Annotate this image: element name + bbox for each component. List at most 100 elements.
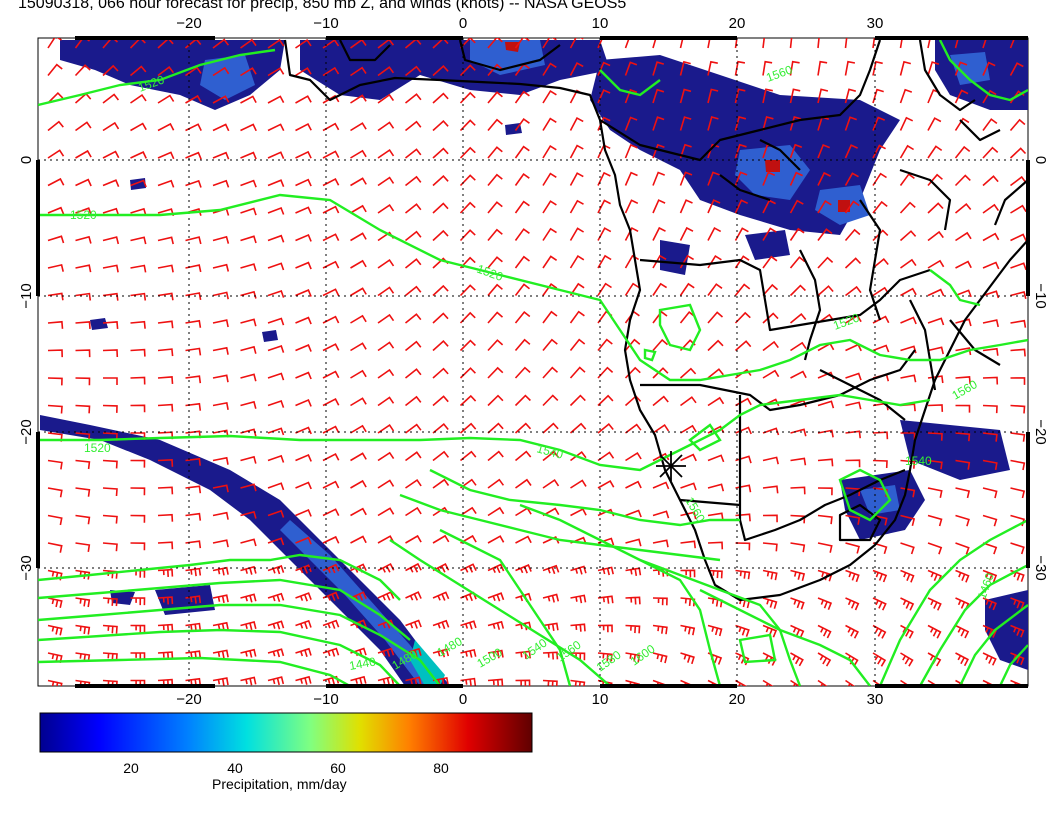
wind-barb — [707, 512, 724, 521]
wind-barb — [185, 402, 202, 411]
height-contours — [38, 39, 1028, 686]
wind-barb — [734, 116, 747, 131]
wind-barb — [899, 60, 911, 76]
wind-barb — [817, 652, 832, 667]
wind-barb — [817, 256, 834, 269]
wind-barb — [322, 508, 340, 517]
wind-barb — [679, 116, 692, 131]
wind-barb — [322, 38, 340, 49]
wind-barb — [185, 123, 202, 132]
wind-barb — [130, 459, 146, 468]
wind-barb — [102, 236, 120, 245]
wind-barb — [322, 647, 340, 657]
wind-barb — [240, 621, 257, 631]
wind-barb — [542, 172, 557, 186]
wind-barb — [954, 174, 971, 187]
wind-barb — [47, 597, 63, 608]
wind-barb — [350, 149, 367, 159]
wind-barb — [75, 292, 92, 301]
wind-barb — [790, 679, 801, 686]
wind-barb — [267, 179, 285, 187]
wind-barb — [570, 594, 587, 604]
wind-barb — [185, 236, 202, 245]
wind-barb — [652, 452, 670, 462]
wind-barb — [625, 538, 642, 547]
wind-barb — [707, 199, 721, 214]
wind-barb — [432, 202, 449, 214]
wind-barb — [295, 426, 312, 435]
wind-barb — [102, 207, 120, 216]
wind-barb — [542, 651, 559, 660]
wind-barb — [350, 122, 367, 132]
wind-barb — [432, 119, 449, 132]
lat-tick-label: −30 — [1032, 555, 1049, 580]
wind-barb — [295, 38, 312, 49]
wind-barb — [955, 624, 970, 639]
wind-barb — [267, 454, 285, 463]
wind-barb — [1009, 62, 1024, 76]
wind-barb — [680, 424, 697, 434]
wind-barb — [514, 310, 531, 324]
wind-barb — [267, 676, 285, 686]
contour-label: 1540 — [905, 454, 932, 468]
lon-ticks-top: −20 −10 0 10 20 30 — [176, 15, 883, 32]
wind-barb — [652, 282, 668, 296]
wind-barb — [735, 679, 748, 686]
wind-barb — [735, 624, 750, 637]
wind-barb — [844, 38, 848, 49]
wind-barb — [707, 38, 711, 49]
wind-barb — [295, 261, 312, 270]
wind-barb — [405, 676, 422, 686]
wind-barb — [707, 283, 723, 296]
wind-barb — [240, 483, 257, 492]
lat-tick-label: 0 — [18, 156, 35, 164]
wind-barb — [295, 150, 312, 159]
wind-barb — [872, 344, 890, 353]
wind-barb — [955, 347, 972, 356]
wind-barb — [569, 310, 585, 324]
wind-barb — [1010, 262, 1027, 271]
wind-barb — [404, 285, 422, 297]
wind-barb — [130, 597, 146, 606]
wind-barb — [47, 377, 63, 386]
wind-barb — [267, 95, 285, 104]
wind-barb — [625, 652, 641, 663]
wind-barb — [295, 233, 312, 242]
lon-tick-label: 10 — [592, 15, 609, 32]
wind-barb — [459, 394, 477, 407]
wind-barb — [872, 172, 887, 186]
wind-barb — [762, 427, 780, 436]
wind-barb — [817, 60, 828, 76]
wind-barb — [652, 88, 665, 104]
wind-barb — [157, 179, 175, 188]
wind-barb — [569, 38, 584, 49]
wind-barb — [789, 199, 804, 214]
wind-barb — [542, 366, 559, 379]
wind-barb — [872, 315, 890, 324]
wind-barb — [597, 199, 611, 214]
wind-barb — [707, 88, 719, 104]
wind-barb — [707, 339, 724, 352]
wind-barb — [75, 459, 91, 470]
wind-barb — [185, 567, 202, 577]
wind-barb — [212, 263, 230, 272]
wind-barb — [955, 376, 971, 384]
wind-barb — [130, 122, 147, 132]
wind-barb — [570, 679, 586, 686]
wind-barb — [569, 422, 587, 434]
wind-barb — [267, 344, 285, 353]
colorbar-title: Precipitation, mm/day — [212, 776, 347, 792]
wind-barb — [295, 123, 312, 132]
wind-barb — [927, 230, 944, 242]
wind-barb — [844, 200, 860, 214]
wind-barb — [817, 199, 832, 214]
wind-barb — [817, 514, 833, 525]
wind-barb — [102, 514, 118, 524]
wind-barb — [652, 116, 665, 131]
wind-barb — [240, 538, 257, 547]
wind-barb — [789, 227, 805, 241]
wind-barb — [47, 235, 65, 244]
wind-barb — [75, 178, 92, 187]
wind-barb — [652, 143, 665, 159]
wind-barb — [652, 254, 667, 269]
